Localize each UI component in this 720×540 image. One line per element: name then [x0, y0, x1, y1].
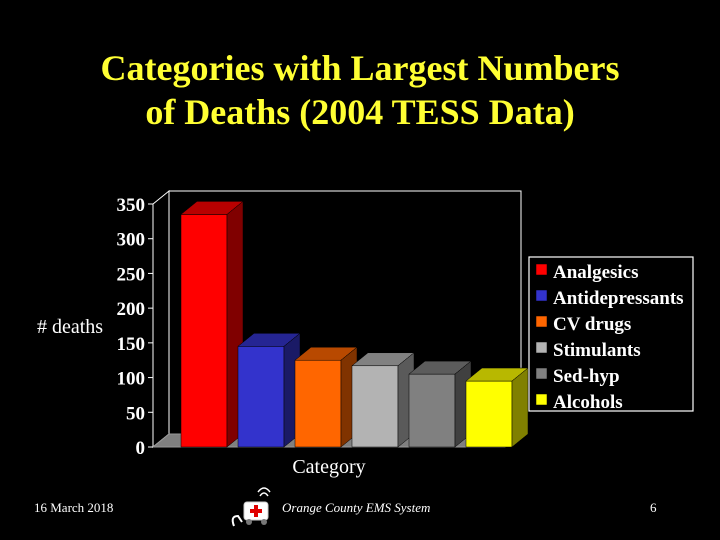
bar-front	[408, 373, 456, 448]
legend-swatch	[535, 341, 548, 354]
legend: Analgesics Antidepressants CV drugs Stimula…	[528, 256, 694, 413]
bar-front	[351, 365, 399, 448]
y-axis-label: # deaths	[37, 316, 103, 338]
bar-cv-drugs	[294, 346, 358, 448]
y-tick-label: 100	[117, 369, 146, 390]
footer-organization: Orange County EMS System	[282, 500, 431, 515]
ambulance-logo-icon	[231, 487, 271, 527]
legend-swatch	[535, 315, 548, 328]
footer-page-number: 6	[650, 500, 657, 515]
legend-swatch	[535, 367, 548, 380]
legend-swatch	[535, 393, 548, 406]
legend-label: Sed-hyp	[553, 366, 620, 387]
title-line-1: Categories with Largest Numbers	[100, 48, 620, 88]
bar-alcohols	[465, 367, 529, 448]
bar-antidepressants	[237, 332, 301, 448]
bar-analgesics	[180, 200, 244, 448]
y-tick-label: 350	[117, 195, 146, 216]
bar-stimulants	[351, 352, 415, 448]
bar-front	[294, 359, 342, 448]
legend-label: CV drugs	[553, 314, 631, 335]
legend-label: Antidepressants	[553, 288, 684, 309]
legend-box	[528, 256, 694, 412]
footer-date: 16 March 2018	[34, 500, 114, 515]
bar-front	[180, 214, 228, 448]
y-tick-label: 300	[117, 230, 146, 251]
legend-swatch	[535, 289, 548, 302]
title-line-2: of Deaths (2004 TESS Data)	[145, 92, 575, 132]
legend-label: Analgesics	[553, 262, 639, 283]
bar-sed-hyp	[408, 360, 472, 448]
y-tick-label: 0	[136, 438, 146, 459]
plot-left-wall	[152, 189, 170, 449]
y-axis-ticks: 0 50 100 150 200 250 300 350	[117, 195, 153, 459]
bar-front	[237, 346, 285, 448]
y-tick-label: 200	[117, 299, 146, 320]
bar-front	[465, 380, 513, 448]
legend-label: Alcohols	[553, 392, 623, 413]
y-tick-label: 250	[117, 264, 146, 285]
y-tick-label: 50	[126, 403, 145, 424]
bar-side	[511, 367, 529, 448]
slide-title: Categories with Largest Numbers of Death…	[0, 46, 720, 134]
legend-swatch	[535, 263, 548, 276]
y-tick-label: 150	[117, 334, 146, 355]
legend-label: Stimulants	[553, 340, 641, 361]
bars	[180, 200, 529, 448]
x-axis-label: Category	[292, 456, 365, 478]
